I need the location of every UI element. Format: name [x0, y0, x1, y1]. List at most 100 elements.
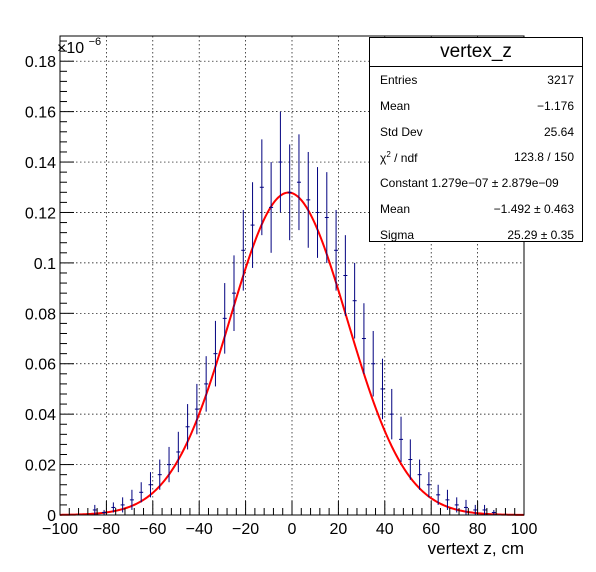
data-point: [278, 111, 283, 213]
data-point: [222, 283, 227, 354]
data-point: [371, 330, 376, 397]
x-tick-label: 80: [469, 521, 487, 538]
y-tick-labels: 0 0.02 0.04 0.06 0.08 0.1 0.12 0.14 0.16 0.18: [25, 54, 56, 525]
y-tick-label: 0.08: [25, 306, 56, 323]
data-point: [120, 497, 125, 513]
data-point: [167, 446, 172, 483]
y-tick-label: 0.12: [25, 205, 56, 222]
y-multiplier-base: ×10: [57, 40, 84, 57]
data-point: [232, 255, 236, 331]
stats-constant: Constant 1.279e−07 ± 2.879e−09: [380, 176, 559, 191]
x-tick-label: −20: [232, 521, 259, 538]
data-point: [473, 504, 478, 515]
x-tick-label: 100: [511, 521, 538, 538]
y-tick-label: 0.18: [25, 54, 56, 71]
data-point: [491, 509, 496, 515]
stats-row-fit-mean: Mean −1.492 ± 0.463: [370, 196, 582, 222]
y-multiplier-exponent: −6: [89, 36, 102, 48]
x-tick-label: 20: [330, 521, 348, 538]
data-point: [176, 431, 181, 473]
x-tick-label: −80: [93, 521, 120, 538]
stats-value: 25.64: [543, 124, 574, 139]
data-point: [129, 489, 134, 510]
y-tick-label: 0.04: [25, 407, 56, 424]
data-point: [445, 489, 450, 510]
stats-row-constant: Constant 1.279e−07 ± 2.879e−09: [370, 170, 582, 196]
stats-label: Std Dev: [380, 124, 423, 139]
y-tick-label: 0: [47, 508, 56, 525]
x-tick-label: −40: [186, 521, 213, 538]
y-tick-label: 0.06: [25, 357, 56, 374]
stats-label: Entries: [380, 73, 418, 87]
x-tick-label: −60: [139, 521, 166, 538]
data-points: [92, 111, 496, 515]
data-point: [334, 209, 339, 291]
data-point: [482, 504, 487, 515]
grid-lines: [60, 36, 524, 515]
y-tick-label: 0.16: [25, 105, 56, 122]
x-tick-label: −100: [42, 521, 78, 538]
chi-exponent: 2: [386, 150, 391, 160]
data-point: [111, 502, 116, 513]
y-tick-label: 0.14: [25, 155, 56, 172]
stats-value: 123.8 / 150: [513, 150, 574, 165]
y-multiplier: ×10 −6: [57, 36, 101, 57]
stats-value: 25.29 ± 0.35: [507, 227, 574, 242]
stats-box: vertex_z Entries 3217 Mean −1.176 Std De…: [369, 37, 583, 242]
x-tick-label: 0: [288, 521, 297, 538]
x-tick-labels: −100 −80 −60 −40 −20 0 20 40 60 80 100: [42, 521, 537, 538]
data-point: [324, 172, 329, 263]
data-point: [213, 320, 218, 387]
data-point: [408, 439, 413, 480]
data-point: [436, 484, 441, 505]
data-point: [306, 151, 311, 248]
stats-row-sigma: Sigma 25.29 ± 0.35: [370, 222, 582, 248]
data-point: [380, 358, 385, 420]
axis-ticks: [59, 40, 525, 516]
data-point: [157, 459, 162, 490]
stats-row-entries: Entries 3217: [370, 67, 582, 93]
gaussian-fit-curve: [59, 191, 525, 516]
data-point: [454, 497, 459, 513]
data-point: [389, 388, 394, 440]
stats-value: −1.492 ± 0.463: [493, 201, 574, 216]
data-point: [343, 235, 348, 316]
stats-value: 3217: [547, 73, 574, 87]
x-axis-label: vertext z, cm: [428, 539, 524, 558]
data-point: [259, 139, 264, 236]
data-point: [315, 167, 320, 258]
stats-label: Sigma: [380, 227, 415, 242]
stats-row-mean: Mean −1.176: [370, 93, 582, 119]
data-point: [269, 162, 274, 253]
ndf-text: / ndf: [390, 151, 418, 166]
data-point: [361, 303, 366, 374]
data-point: [399, 416, 404, 463]
data-point: [417, 459, 422, 490]
data-point: [139, 482, 144, 503]
y-tick-label: 0.1: [34, 256, 56, 273]
data-point: [241, 209, 246, 291]
stats-label: χ2 / ndf: [380, 150, 417, 165]
stats-label: Mean: [380, 98, 411, 113]
data-point: [204, 356, 209, 412]
data-point: [250, 182, 255, 268]
data-point: [194, 383, 199, 435]
stats-row-chi2: χ2 / ndf 123.8 / 150: [370, 144, 582, 170]
data-point: [287, 144, 292, 241]
data-point: [148, 472, 153, 498]
stats-row-stddev: Std Dev 25.64: [370, 119, 582, 145]
stats-label: Mean: [380, 201, 411, 216]
y-tick-label: 0.02: [25, 458, 56, 475]
fit-line: [59, 191, 525, 516]
data-point: [185, 404, 190, 450]
data-point: [352, 262, 357, 339]
x-tick-label: 40: [376, 521, 394, 538]
x-tick-label: 60: [422, 521, 440, 538]
data-point: [296, 134, 301, 231]
stats-title: vertex_z: [370, 38, 582, 67]
data-point: [92, 504, 97, 515]
chi-symbol: χ: [380, 151, 387, 166]
stats-value: −1.176: [536, 98, 574, 113]
data-point: [464, 499, 468, 515]
